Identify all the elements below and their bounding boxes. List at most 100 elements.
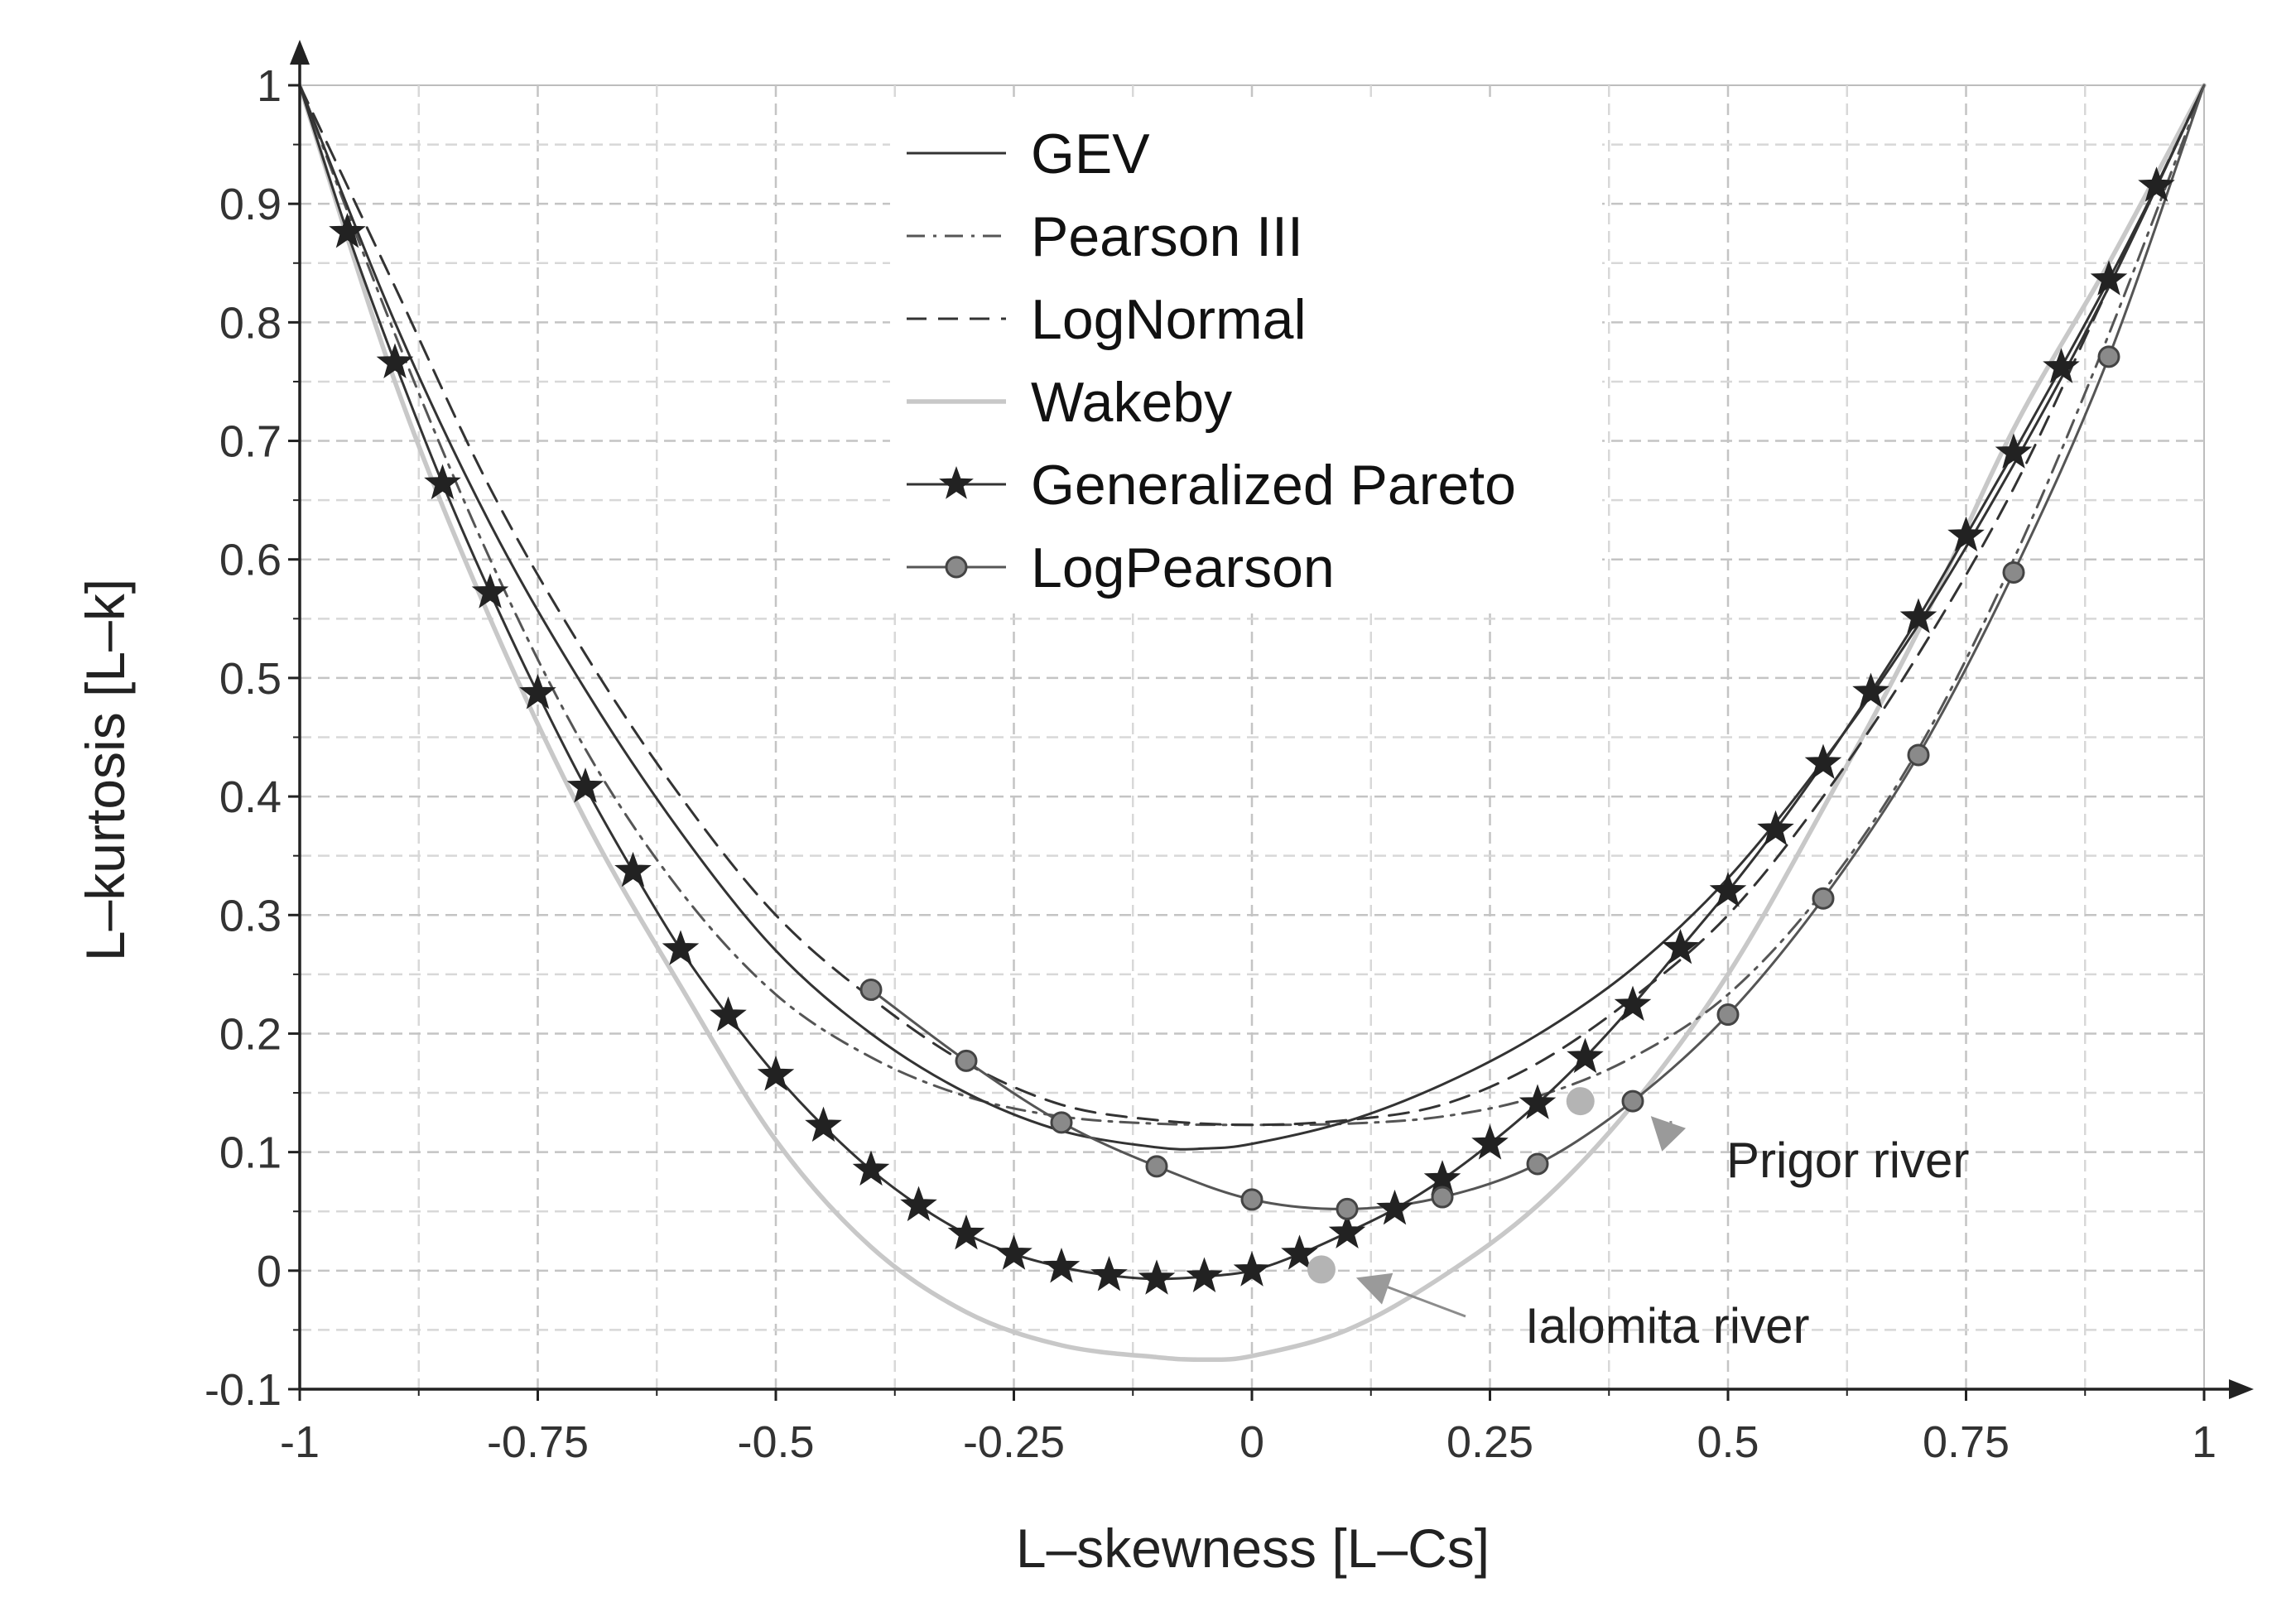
legend-label-pearson-iii: Pearson III (1031, 205, 1303, 268)
gpa-star-marker (329, 213, 366, 248)
x-axis-title: L–skewness [L–Cs] (1016, 1518, 1490, 1579)
logpearson-circle-marker (1145, 1155, 1168, 1178)
gpa-star-marker (1899, 598, 1937, 633)
x-tick-label: -0.5 (737, 1417, 814, 1467)
y-tick-label: 0.8 (219, 298, 282, 348)
legend-label-logpearson: LogPearson (1031, 536, 1335, 599)
gpa-star-marker (1233, 1251, 1271, 1287)
y-axis-arrow-icon (290, 40, 310, 65)
sample-point-prigor-river (1566, 1087, 1595, 1116)
gpa-star-marker (2138, 166, 2175, 202)
y-tick-label: 0.4 (219, 772, 282, 822)
logpearson-circle-marker (1336, 1197, 1359, 1220)
series-line-wakeby (297, 83, 2207, 1363)
x-tick-label: 1 (2192, 1417, 2217, 1467)
y-tick-label: 0.9 (219, 180, 282, 229)
sample-point-ialomita-river (1307, 1255, 1336, 1284)
gpa-star-marker (1757, 810, 1794, 846)
x-tick-label: 0 (1239, 1417, 1264, 1467)
y-tick-label: 0.1 (219, 1128, 282, 1178)
gpa-star-marker (1186, 1257, 1223, 1292)
series-line-lognormal (298, 84, 2206, 1127)
gpa-star-marker (1138, 1259, 1176, 1295)
gpa-star-marker (1281, 1234, 1318, 1270)
annotation-label-prigor-river: Prigor river (1726, 1133, 1969, 1188)
gpa-star-marker (1614, 985, 1652, 1022)
gpa-star-marker (1662, 928, 1699, 964)
annotation-arrow-line (1375, 1281, 1466, 1318)
gpa-star-marker (1042, 1248, 1081, 1283)
legend: GEV Pearson III LogNormal Wakeby Generalized… (890, 99, 1602, 613)
y-tick-label: 0.5 (219, 654, 282, 704)
gpa-star-marker (852, 1150, 890, 1186)
logpearson-circle-marker (1812, 887, 1835, 910)
legend-star-icon (939, 466, 974, 499)
legend-background (890, 99, 1602, 613)
gpa-star-marker (1947, 516, 1985, 552)
gpa-star-marker (662, 930, 700, 965)
logpearson-circle-marker (859, 978, 883, 1001)
marker-layer (329, 166, 2175, 1295)
x-axis-arrow-icon (2229, 1379, 2254, 1399)
logpearson-circle-marker (1431, 1186, 1454, 1209)
legend-circle-icon (945, 556, 968, 579)
x-tick-label: -0.25 (963, 1417, 1065, 1467)
gpa-star-marker (1995, 433, 2033, 469)
x-tick-label: 0.25 (1446, 1417, 1533, 1467)
gpa-star-marker (1090, 1256, 1128, 1292)
logpearson-circle-marker (1716, 1003, 1740, 1027)
gpa-star-marker (1376, 1189, 1413, 1225)
x-tick-label: 0.5 (1697, 1417, 1759, 1467)
gpa-star-marker (376, 343, 414, 378)
logpearson-circle-marker (1907, 743, 1930, 767)
gpa-star-marker (1328, 1213, 1366, 1248)
y-tick-label: 0.3 (219, 891, 282, 940)
gpa-star-marker (424, 464, 461, 500)
gpa-star-marker (471, 573, 509, 608)
y-tick-label: -0.1 (205, 1365, 282, 1415)
y-tick-label: 0.6 (219, 536, 282, 585)
gpa-star-marker (1471, 1124, 1509, 1160)
gpa-star-marker (947, 1214, 985, 1250)
gpa-star-marker (1519, 1084, 1557, 1119)
gpa-star-marker (900, 1186, 937, 1222)
x-tick-label: -1 (280, 1417, 320, 1467)
y-tick-label: 0.2 (219, 1009, 282, 1059)
gpa-star-marker (614, 851, 652, 887)
gpa-star-marker (1567, 1037, 1604, 1074)
gpa-star-marker (519, 674, 556, 709)
gpa-star-marker (710, 996, 747, 1032)
logpearson-circle-marker (1050, 1111, 1073, 1134)
y-tick-label: 0 (257, 1247, 282, 1296)
annotation-label-ialomita-river: Ialomita river (1525, 1298, 1809, 1354)
gpa-star-marker (1709, 872, 1747, 907)
annotation-arrowhead-icon (1650, 1116, 1686, 1152)
annotation-arrowhead-icon (1355, 1272, 1393, 1305)
gpa-star-marker (1804, 743, 1842, 779)
axes-layer: -1 -0.75 -0.5 -0.25 0 0.25 0.5 0.75 1 -0.1 0 0.1 0.2… (205, 40, 2254, 1467)
legend-label-gev: GEV (1031, 123, 1150, 185)
logpearson-circle-marker (2002, 560, 2025, 584)
gpa-star-marker (566, 767, 604, 803)
legend-label-lognormal: LogNormal (1031, 288, 1307, 351)
y-axis-title: L–kurtosis [L–k] (75, 579, 136, 961)
annotations-layer: Prigor river Ialomita river (1307, 1087, 1969, 1354)
legend-label-generalized-pareto: Generalized Pareto (1031, 454, 1516, 517)
legend-label-wakeby: Wakeby (1031, 371, 1232, 434)
gpa-star-marker (2090, 260, 2128, 296)
gpa-star-marker (757, 1056, 795, 1091)
logpearson-circle-marker (955, 1049, 978, 1072)
logpearson-circle-marker (2097, 345, 2120, 368)
gpa-star-marker (805, 1106, 842, 1142)
logpearson-circle-marker (1240, 1188, 1264, 1211)
y-tick-label: 1 (257, 61, 282, 111)
logpearson-circle-marker (1526, 1152, 1549, 1176)
gpa-star-marker (995, 1234, 1032, 1270)
gpa-star-marker (1852, 672, 1889, 709)
logpearson-circle-marker (1621, 1089, 1644, 1113)
y-tick-label: 0.7 (219, 417, 282, 467)
x-tick-label: -0.75 (487, 1417, 589, 1467)
gpa-star-marker (2043, 348, 2080, 383)
x-tick-label: 0.75 (1923, 1417, 2010, 1467)
